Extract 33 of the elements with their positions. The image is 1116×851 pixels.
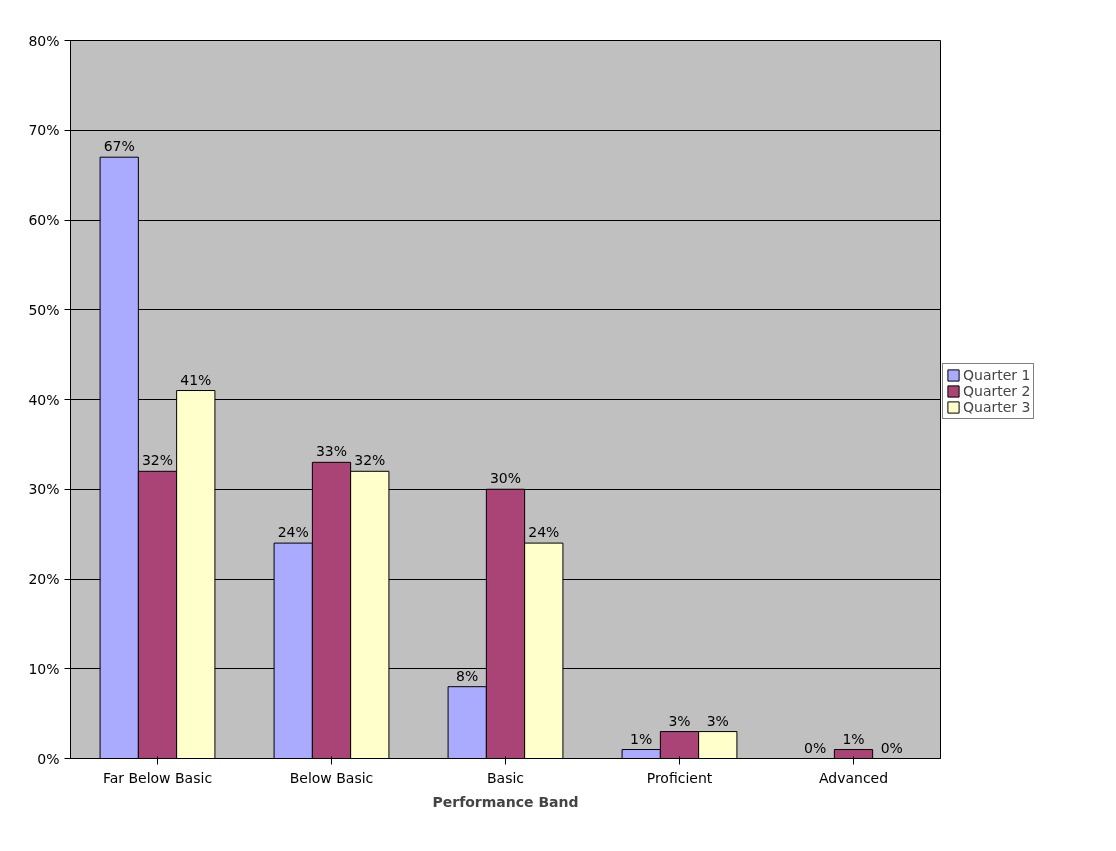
- y-tick-label: 20%: [28, 571, 60, 587]
- data-label: 1%: [630, 730, 653, 747]
- data-label: 8%: [456, 667, 479, 684]
- x-tick-label: Below Basic: [289, 769, 374, 786]
- data-label: 32%: [354, 452, 386, 469]
- data-label: 41%: [180, 371, 212, 388]
- y-tick-label: 80%: [28, 32, 60, 49]
- y-tick-label: 0%: [37, 750, 60, 767]
- data-label: 24%: [528, 524, 560, 541]
- y-tick-label: 40%: [28, 391, 60, 408]
- data-label: 67%: [103, 138, 135, 155]
- legend-label: Quarter 1: [963, 367, 1031, 383]
- x-tick-label: Advanced: [818, 769, 889, 786]
- y-tick-label: 70%: [28, 122, 60, 139]
- data-label: 33%: [315, 443, 348, 460]
- data-label: 24%: [277, 524, 309, 541]
- y-tick-label: 50%: [28, 301, 60, 318]
- y-tick-label: 10%: [28, 660, 60, 677]
- data-label: 0%: [880, 739, 903, 756]
- data-label: 30%: [489, 470, 522, 487]
- data-label: 3%: [668, 712, 691, 729]
- x-tick-label: Basic: [486, 769, 525, 786]
- x-axis-title: Performance Band: [432, 793, 579, 810]
- x-tick-label: Proficient: [646, 769, 713, 786]
- y-tick-label: 30%: [28, 481, 60, 498]
- legend-label: Quarter 3: [963, 399, 1031, 415]
- data-label: 3%: [706, 712, 729, 729]
- data-label: 0%: [804, 739, 827, 756]
- data-label: 1%: [842, 730, 865, 747]
- data-label: 32%: [141, 452, 174, 469]
- x-tick-label: Far Below Basic: [102, 769, 213, 786]
- legend-label: Quarter 2: [963, 383, 1031, 399]
- y-tick-label: 60%: [28, 212, 60, 228]
